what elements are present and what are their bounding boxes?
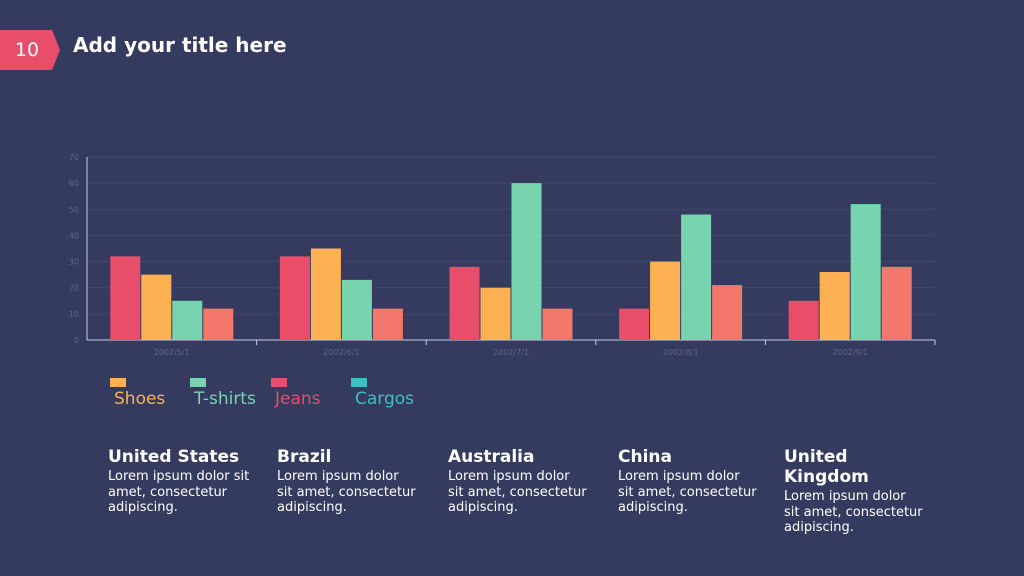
y-tick-label: 50 xyxy=(69,205,79,214)
bar-shoes xyxy=(110,256,141,340)
country-name: United States xyxy=(108,447,240,467)
bar-t-shirts xyxy=(141,274,172,340)
slide-title: Add your title here xyxy=(73,33,287,57)
bar-t-shirts xyxy=(650,261,681,340)
bar-cargos xyxy=(712,285,743,340)
bar-cargos xyxy=(203,308,234,340)
bar-jeans xyxy=(511,183,542,340)
country-block-brazil: Brazil Lorem ipsum dolor sit amet, conse… xyxy=(277,447,417,516)
legend-item-shoes: Shoes xyxy=(110,376,200,416)
y-tick-label: 20 xyxy=(69,284,79,293)
legend-swatch xyxy=(351,378,367,387)
legend-label: Shoes xyxy=(114,389,166,409)
y-tick-label: 70 xyxy=(69,153,79,162)
country-block-united-states: United States Lorem ipsum dolor sit amet… xyxy=(108,447,258,516)
x-tick-label: 2002/6/1 xyxy=(323,348,359,357)
legend-label: Cargos xyxy=(355,389,415,409)
country-block-united-kingdom: United Kingdom Lorem ipsum dolor sit ame… xyxy=(784,447,924,536)
y-tick-label: 60 xyxy=(69,179,79,188)
country-description: Lorem ipsum dolor sit amet, consectetur … xyxy=(784,489,923,535)
bar-t-shirts xyxy=(480,287,511,340)
y-tick-label: 30 xyxy=(69,258,79,267)
country-block-china: China Lorem ipsum dolor sit amet, consec… xyxy=(618,447,758,516)
x-tick-label: 2002/8/1 xyxy=(663,348,699,357)
country-description: Lorem ipsum dolor sit amet, consectetur … xyxy=(277,469,416,515)
country-name: Australia xyxy=(448,447,535,467)
bar-t-shirts xyxy=(310,248,341,340)
bar-jeans xyxy=(850,204,881,340)
country-description: Lorem ipsum dolor sit amet, consectetur … xyxy=(618,469,757,515)
bar-cargos xyxy=(372,308,403,340)
bar-shoes xyxy=(788,300,819,340)
legend-swatch xyxy=(271,378,287,387)
country-block-australia: Australia Lorem ipsum dolor sit amet, co… xyxy=(448,447,588,516)
bar-jeans xyxy=(341,279,372,340)
bar-cargos xyxy=(881,266,912,340)
legend-label: T-shirts xyxy=(194,389,256,409)
slide-number-badge: 10 xyxy=(0,30,60,70)
bar-shoes xyxy=(619,308,650,340)
bar-cargos xyxy=(542,308,573,340)
x-tick-label: 2002/7/1 xyxy=(493,348,529,357)
bar-shoes xyxy=(279,256,310,340)
legend-swatch xyxy=(190,378,206,387)
country-name: Brazil xyxy=(277,447,332,467)
legend-swatch xyxy=(110,378,126,387)
bar-jeans xyxy=(172,300,203,340)
badge-arrow-shape xyxy=(0,30,60,70)
bar-t-shirts xyxy=(819,272,850,340)
y-tick-label: 40 xyxy=(69,231,79,240)
country-name: United Kingdom xyxy=(784,447,869,487)
country-name: China xyxy=(618,447,672,467)
legend-item-jeans: Jeans xyxy=(271,376,361,416)
slide-number: 10 xyxy=(14,39,40,61)
x-tick-label: 2002/5/1 xyxy=(154,348,190,357)
x-tick-label: 2002/9/1 xyxy=(832,348,868,357)
country-description: Lorem ipsum dolor sit amet, consectetur … xyxy=(108,469,250,515)
y-tick-label: 10 xyxy=(69,310,79,319)
legend-item-t-shirts: T-shirts xyxy=(190,376,280,416)
bar-shoes xyxy=(449,266,480,340)
bar-jeans xyxy=(681,214,712,340)
country-description: Lorem ipsum dolor sit amet, consectetur … xyxy=(448,469,587,515)
legend-label: Jeans xyxy=(275,389,321,409)
y-tick-label: 0 xyxy=(74,336,79,345)
legend-item-cargos: Cargos xyxy=(351,376,441,416)
